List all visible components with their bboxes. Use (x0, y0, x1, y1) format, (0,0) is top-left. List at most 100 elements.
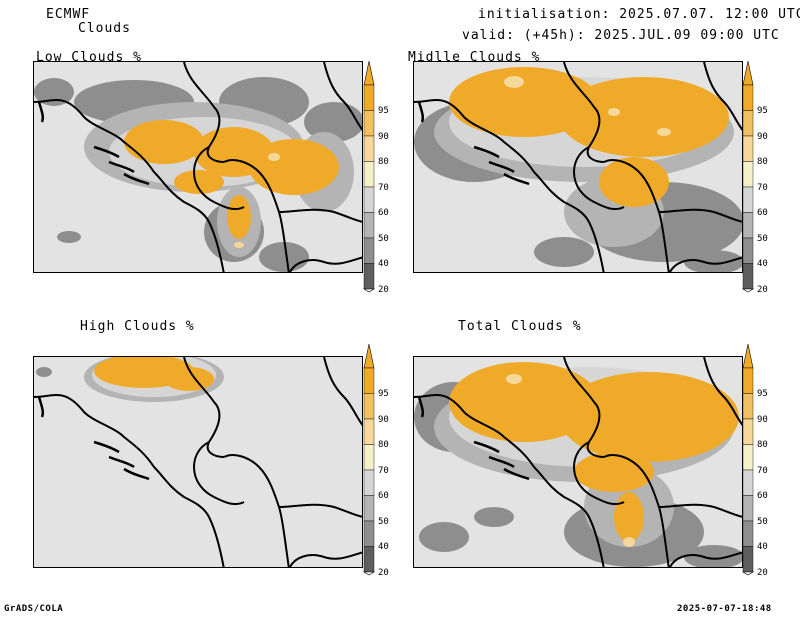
colorbar-label: 20 (378, 284, 389, 295)
colorbar-label: 95 (757, 389, 768, 399)
colorbar-label: 60 (757, 491, 768, 501)
island-outline (37, 101, 45, 123)
island-outline (108, 160, 135, 174)
colorbar-segment (742, 520, 754, 547)
colorbar-label: 60 (378, 208, 389, 218)
colorbar-top-arrow (363, 60, 375, 86)
island-outline (417, 101, 425, 123)
border-line (323, 62, 362, 131)
colorbar-segment (363, 263, 375, 290)
border-line (288, 256, 362, 272)
border-line (183, 62, 225, 163)
colorbar-label: 80 (757, 157, 768, 167)
colorbar-label: 40 (757, 259, 768, 269)
border-line (278, 503, 362, 518)
border-line (223, 454, 290, 567)
colorbar-high: 95 90 80 70 60 50 40 20 (362, 342, 392, 578)
colorbar-segment (742, 495, 754, 522)
border-line (192, 441, 245, 506)
border-line (563, 62, 605, 163)
colorbar-label: 70 (378, 465, 389, 476)
border-line (183, 357, 225, 458)
valid-time: valid: (+45h): 2025.JUL.09 09:00 UTC (462, 28, 780, 43)
colorbar-segment (742, 263, 754, 290)
colorbar-label: 50 (378, 516, 389, 527)
border-line (603, 454, 670, 567)
border-line (668, 256, 742, 272)
border-line (703, 357, 742, 426)
colorbar-label: 95 (378, 106, 389, 116)
colorbar-segment (363, 520, 375, 547)
colorbar-segment (363, 212, 375, 239)
colorbar-label: 90 (378, 414, 389, 425)
colorbar-swatches (741, 343, 755, 576)
colorbar-segment (742, 84, 754, 111)
island-outline (123, 172, 150, 186)
border-line (288, 551, 362, 567)
colorbar-label: 90 (757, 414, 768, 425)
border-line (658, 503, 742, 518)
colorbar-segment (363, 546, 375, 573)
island-outline (503, 172, 530, 186)
map-high-clouds (33, 356, 363, 568)
island-outline (108, 455, 135, 469)
colorbar-segment (742, 546, 754, 573)
field-label: Clouds (78, 21, 131, 36)
colorbar-segment (742, 212, 754, 239)
init-time: initialisation: 2025.07.07. 12:00 UTC (478, 7, 800, 22)
border-line (278, 208, 362, 223)
middle-clouds-field (414, 62, 742, 272)
high-clouds-field (34, 357, 362, 567)
island-outline (93, 440, 120, 454)
colorbar-segment (363, 186, 375, 213)
colorbar-segment (363, 418, 375, 445)
island-outline (473, 440, 500, 454)
map-middle-clouds (413, 61, 743, 273)
footer-software: GrADS/COLA (4, 604, 64, 614)
footer-timestamp: 2025-07-07-18:48 (677, 604, 772, 614)
colorbar-top-arrow (363, 343, 375, 369)
panel-title-total: Total Clouds % (458, 319, 582, 334)
border-line (603, 159, 670, 272)
colorbar-segment (363, 367, 375, 394)
border-line (34, 99, 225, 272)
colorbar-segment (742, 469, 754, 496)
colorbar-label: 60 (757, 208, 768, 218)
colorbar-segment (742, 110, 754, 137)
colorbar-bottom-arrow (741, 288, 755, 293)
colorbar-bottom-arrow (362, 288, 376, 293)
colorbar-bottom-arrow (741, 571, 755, 576)
island-outline (37, 396, 45, 418)
colorbar-label: 80 (378, 157, 389, 167)
border-line (414, 99, 605, 272)
colorbar-segment (742, 135, 754, 162)
border-line (563, 357, 605, 458)
colorbar-total: 95 90 80 70 60 50 40 20 (741, 342, 771, 578)
colorbar-top-arrow (742, 60, 754, 86)
island-outline (488, 455, 515, 469)
colorbar-label: 95 (378, 389, 389, 399)
colorbar-segment (742, 161, 754, 188)
border-line (703, 62, 742, 131)
colorbar-segment (742, 186, 754, 213)
colorbar-segment (742, 444, 754, 471)
colorbar-label: 20 (757, 284, 768, 295)
colorbar-bottom-arrow (362, 571, 376, 576)
border-line (668, 551, 742, 567)
colorbar-middle: 95 90 80 70 60 50 40 20 (741, 59, 771, 295)
colorbar-label: 20 (378, 567, 389, 578)
border-lines (414, 357, 742, 567)
island-outline (488, 160, 515, 174)
border-line (658, 208, 742, 223)
colorbar-segment (742, 237, 754, 264)
colorbar-segment (363, 161, 375, 188)
island-outline (503, 467, 530, 481)
colorbar-top-arrow (742, 343, 754, 369)
colorbar-label: 90 (378, 131, 389, 142)
colorbar-segment (363, 237, 375, 264)
colorbar-label: 50 (378, 233, 389, 244)
colorbar-label: 40 (378, 542, 389, 552)
border-lines (414, 62, 742, 272)
colorbar-label: 80 (757, 440, 768, 450)
border-line (192, 146, 245, 211)
